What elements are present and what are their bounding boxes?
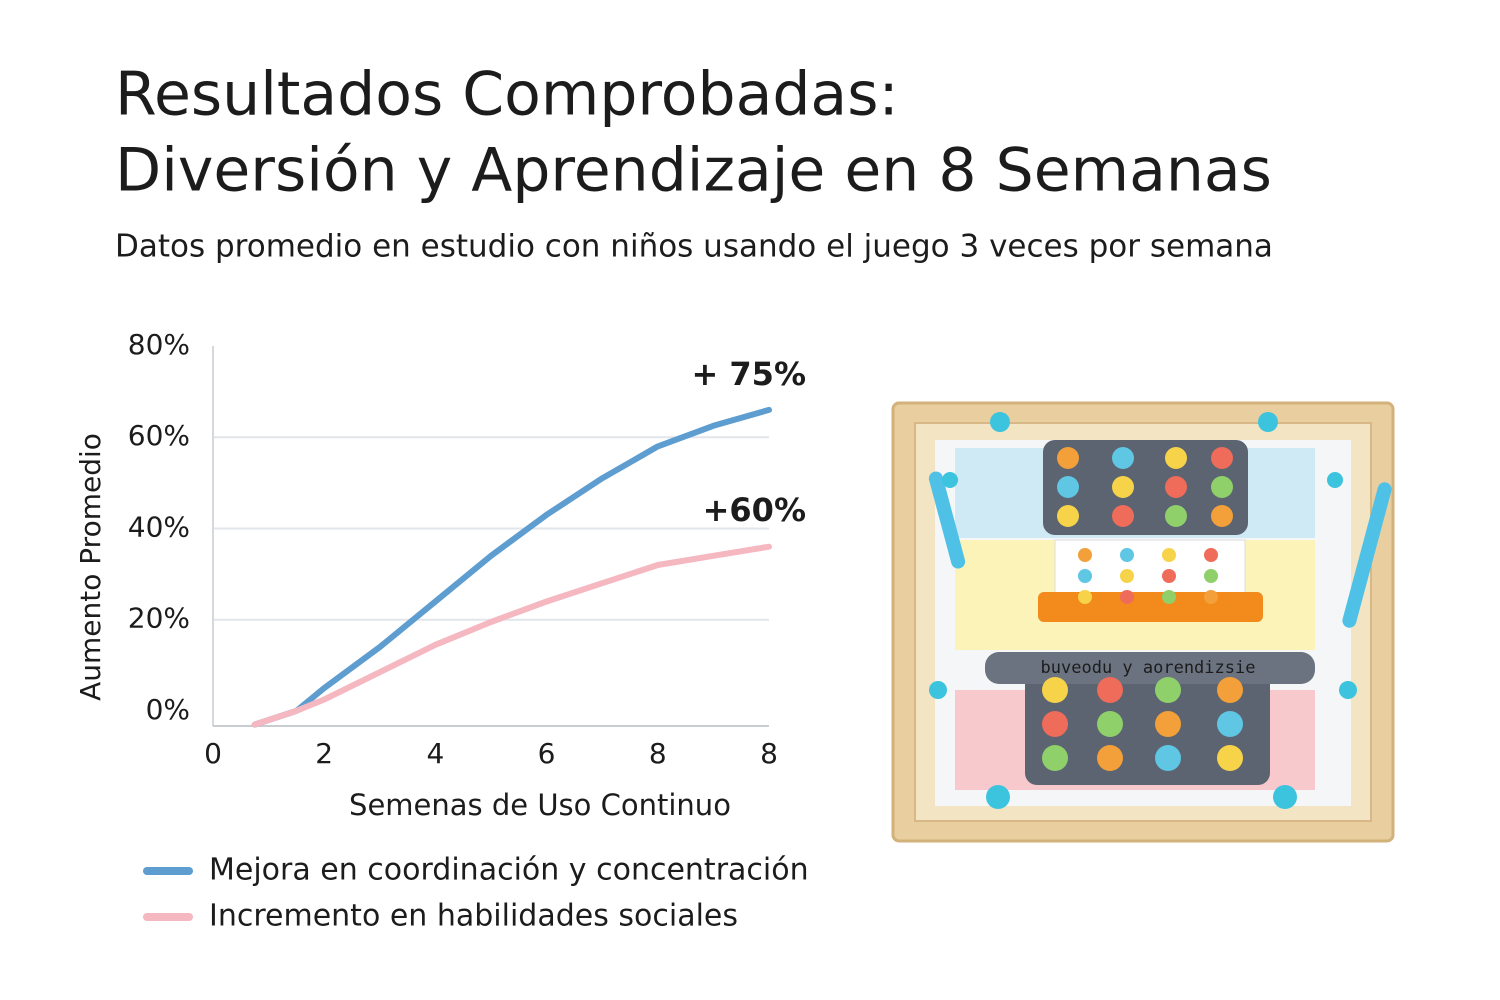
token	[1165, 447, 1187, 469]
x-tick-label: 6	[538, 737, 556, 770]
token	[1165, 476, 1187, 498]
y-axis-label: Aumento Promedio	[74, 433, 107, 701]
token	[1112, 447, 1134, 469]
y-tick-label: 80%	[128, 328, 190, 361]
y-tick-label: 20%	[128, 602, 190, 635]
token	[1217, 677, 1243, 703]
token	[1211, 447, 1233, 469]
token	[1042, 745, 1068, 771]
x-tick-label: 8	[760, 737, 778, 770]
legend-label: Mejora en coordinación y concentración	[209, 853, 809, 888]
card-icon	[1120, 548, 1134, 562]
card-icon	[1162, 569, 1176, 583]
y-tick-label: 0%	[146, 693, 190, 726]
token	[1097, 677, 1123, 703]
token	[1057, 505, 1079, 527]
card-icon	[1078, 548, 1092, 562]
token	[1057, 447, 1079, 469]
series-line	[251, 543, 772, 728]
series-line	[251, 406, 772, 728]
token	[1112, 476, 1134, 498]
token	[1057, 476, 1079, 498]
x-tick-label: 4	[426, 737, 444, 770]
card-icon	[1078, 590, 1092, 604]
x-tick-label: 0	[204, 737, 222, 770]
y-tick-label: 60%	[128, 419, 190, 452]
card-icon	[1204, 569, 1218, 583]
card-icon	[1204, 548, 1218, 562]
annotation: +60%	[703, 491, 806, 529]
card-icon	[1162, 590, 1176, 604]
token	[1097, 745, 1123, 771]
token	[1211, 476, 1233, 498]
token	[1112, 505, 1134, 527]
card-icon	[1120, 569, 1134, 583]
x-tick-label: 8	[649, 737, 667, 770]
legend-label: Incremento en habilidades sociales	[209, 899, 738, 934]
title-line: Diversión y Aprendizaje en 8 Semanas	[115, 136, 1272, 206]
board-label: buveodu y aorendizsie	[1041, 658, 1256, 678]
product-image: buveodu y aorendizsie	[891, 401, 1395, 843]
token	[1211, 505, 1233, 527]
token	[1155, 711, 1181, 737]
token	[1165, 505, 1187, 527]
x-axis-label: Semenas de Uso Continuo	[349, 788, 731, 822]
token	[1097, 711, 1123, 737]
token	[1217, 745, 1243, 771]
annotation: + 75%	[691, 355, 806, 393]
token	[1042, 677, 1068, 703]
token	[1155, 677, 1181, 703]
x-tick-label: 2	[315, 737, 333, 770]
token	[1155, 745, 1181, 771]
card-icon	[1120, 590, 1134, 604]
token	[1217, 711, 1243, 737]
y-tick-label: 40%	[128, 510, 190, 543]
card-icon	[1162, 548, 1176, 562]
token	[1042, 711, 1068, 737]
subtitle: Datos promedio en estudio con niños usan…	[115, 229, 1273, 265]
card-icon	[1204, 590, 1218, 604]
title-line: Resultados Comprobadas:	[115, 60, 899, 130]
card-icon	[1078, 569, 1092, 583]
